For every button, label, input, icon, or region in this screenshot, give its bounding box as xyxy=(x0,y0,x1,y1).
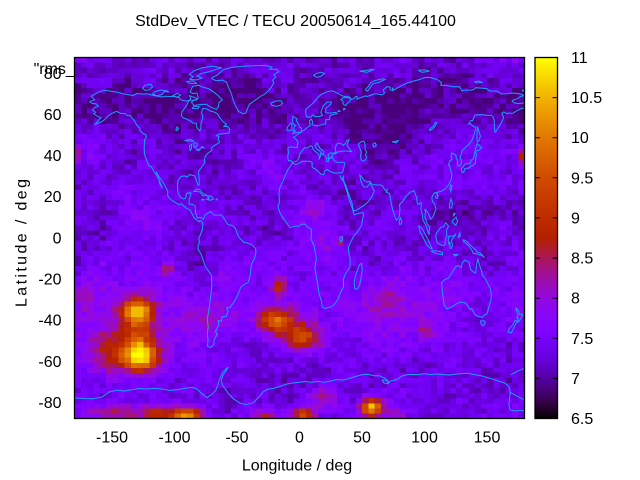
svg-text:100: 100 xyxy=(411,430,438,447)
svg-text:"rms_: "rms_ xyxy=(34,61,76,78)
svg-text:40: 40 xyxy=(44,148,62,165)
svg-text:150: 150 xyxy=(474,430,501,447)
svg-text:-20: -20 xyxy=(38,272,61,289)
svg-text:8: 8 xyxy=(571,291,580,308)
svg-text:20: 20 xyxy=(44,189,62,206)
svg-text:8.5: 8.5 xyxy=(571,251,593,268)
svg-text:60: 60 xyxy=(44,107,62,124)
svg-text:9: 9 xyxy=(571,210,580,227)
svg-text:0: 0 xyxy=(53,230,62,247)
svg-text:0: 0 xyxy=(295,430,304,447)
svg-text:7.5: 7.5 xyxy=(571,331,593,348)
svg-text:9.5: 9.5 xyxy=(571,170,593,187)
svg-text:10.5: 10.5 xyxy=(571,90,602,107)
svg-text:-80: -80 xyxy=(38,395,61,412)
svg-text:10: 10 xyxy=(571,130,589,147)
svg-text:-150: -150 xyxy=(96,430,128,447)
svg-text:StdDev_VTEC / TECU 20050614_16: StdDev_VTEC / TECU 20050614_165.44100 xyxy=(135,13,456,30)
svg-text:-100: -100 xyxy=(158,430,190,447)
svg-text:11: 11 xyxy=(571,50,588,67)
svg-text:Longitude / deg: Longitude / deg xyxy=(242,458,352,475)
svg-text:80: 80 xyxy=(44,66,62,83)
svg-text:6.5: 6.5 xyxy=(571,411,593,428)
svg-text:-40: -40 xyxy=(38,313,61,330)
svg-text:-50: -50 xyxy=(225,430,248,447)
svg-text:Latitude / deg: Latitude / deg xyxy=(14,179,31,307)
svg-text:7: 7 xyxy=(571,371,580,388)
svg-text:-60: -60 xyxy=(38,354,61,371)
svg-text:50: 50 xyxy=(353,430,371,447)
